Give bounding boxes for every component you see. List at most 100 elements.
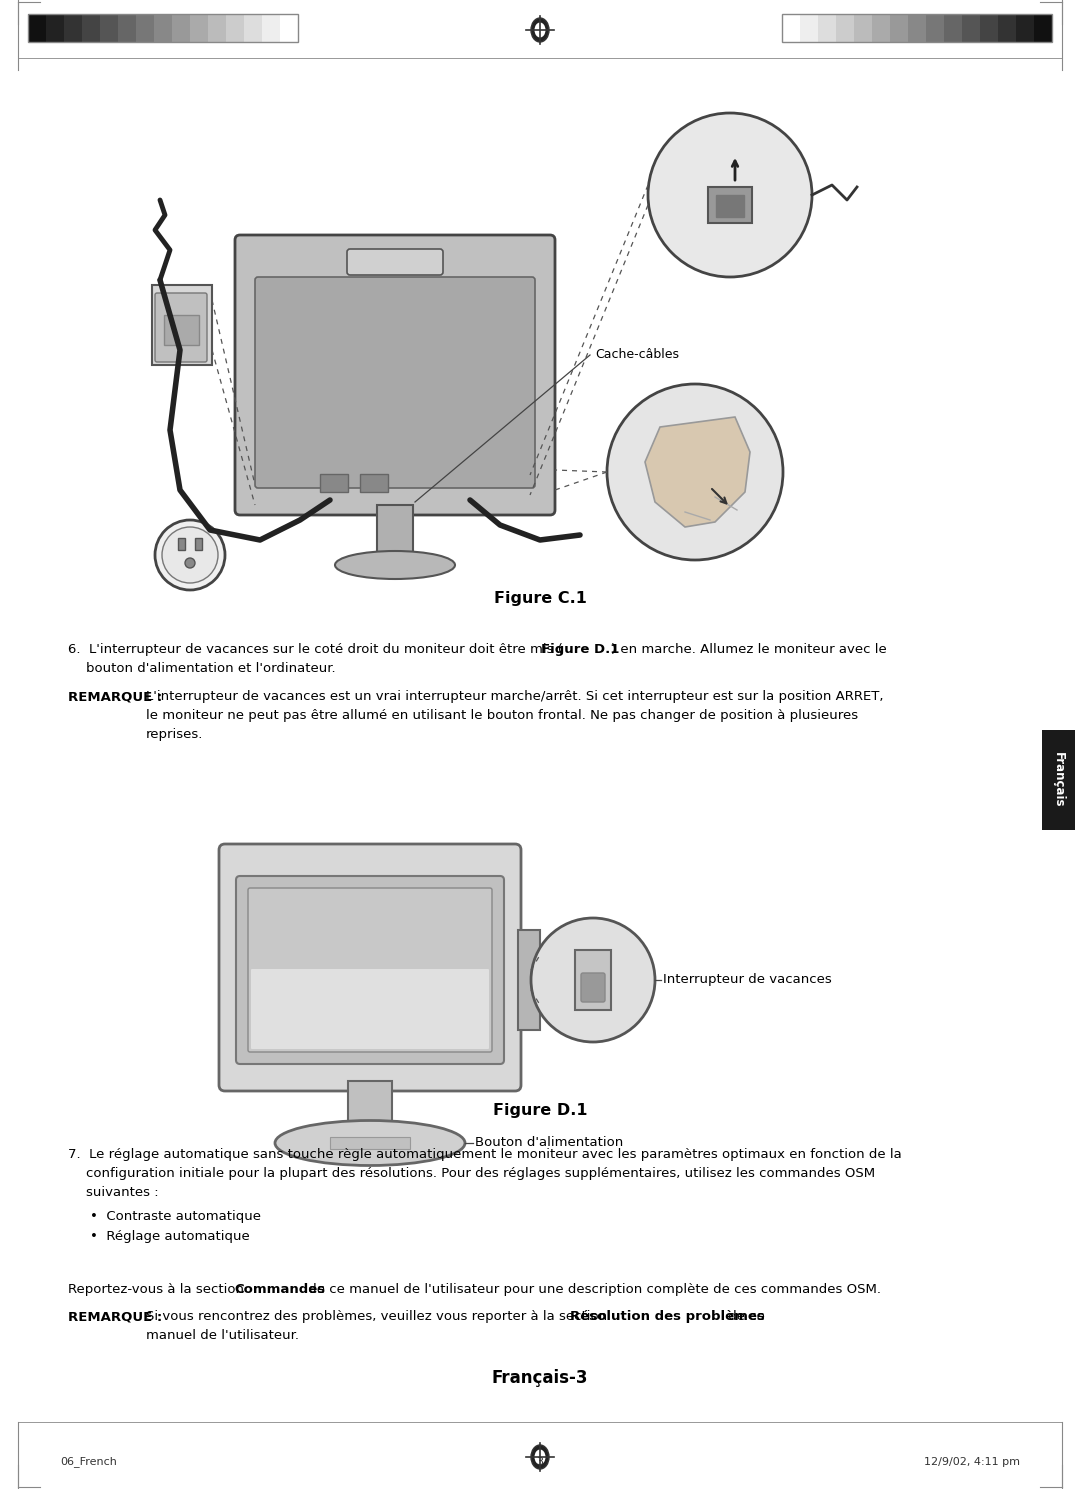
Text: reprises.: reprises.: [146, 728, 203, 742]
Circle shape: [531, 919, 654, 1042]
Bar: [280, 13, 298, 42]
Circle shape: [162, 527, 218, 584]
Text: Bouton d'alimentation: Bouton d'alimentation: [475, 1136, 623, 1150]
Text: REMARQUE :: REMARQUE :: [68, 689, 162, 703]
Text: Résolution des problèmes: Résolution des problèmes: [570, 1310, 765, 1324]
Text: Commandes: Commandes: [234, 1284, 325, 1295]
Text: ) en marche. Allumez le moniteur avec le: ) en marche. Allumez le moniteur avec le: [611, 643, 887, 657]
Bar: [46, 13, 64, 42]
Text: configuration initiale pour la plupart des résolutions. Pour des réglages supplé: configuration initiale pour la plupart d…: [86, 1167, 875, 1179]
Bar: [195, 538, 202, 549]
FancyBboxPatch shape: [237, 876, 504, 1065]
Bar: [890, 13, 908, 42]
Text: de ce manuel de l'utilisateur pour une description complète de ces commandes OSM: de ce manuel de l'utilisateur pour une d…: [303, 1284, 881, 1295]
Ellipse shape: [535, 1449, 545, 1465]
Bar: [244, 13, 262, 42]
Text: REMARQUE :: REMARQUE :: [68, 1310, 162, 1324]
Text: le moniteur ne peut pas être allumé en utilisant le bouton frontal. Ne pas chang: le moniteur ne peut pas être allumé en u…: [146, 709, 859, 722]
Bar: [136, 13, 154, 42]
Text: 3: 3: [537, 1458, 543, 1467]
Bar: [172, 13, 190, 42]
Bar: [64, 13, 82, 42]
Text: •  Contraste automatique: • Contraste automatique: [90, 1211, 261, 1222]
Circle shape: [156, 520, 225, 590]
Bar: [348, 1081, 392, 1144]
Text: Français-3: Français-3: [491, 1368, 589, 1386]
Bar: [518, 931, 540, 1030]
Text: Figure D.1: Figure D.1: [492, 1102, 588, 1118]
Bar: [1016, 13, 1034, 42]
Bar: [872, 13, 890, 42]
Bar: [836, 13, 854, 42]
Text: 06_French: 06_French: [60, 1456, 117, 1468]
Text: •  Réglage automatique: • Réglage automatique: [90, 1230, 249, 1243]
Bar: [854, 13, 872, 42]
Bar: [164, 316, 199, 345]
Bar: [782, 13, 1052, 42]
Bar: [908, 13, 926, 42]
Bar: [154, 13, 172, 42]
Bar: [1034, 13, 1052, 42]
FancyBboxPatch shape: [251, 969, 489, 1048]
Text: Français: Français: [1052, 752, 1065, 807]
Bar: [262, 13, 280, 42]
Bar: [320, 474, 348, 491]
Text: Figure C.1: Figure C.1: [494, 591, 586, 606]
Ellipse shape: [275, 1121, 465, 1166]
Text: L'interrupteur de vacances est un vrai interrupteur marche/arrêt. Si cet interru: L'interrupteur de vacances est un vrai i…: [146, 689, 883, 703]
Ellipse shape: [300, 1127, 440, 1158]
Bar: [708, 188, 752, 223]
Circle shape: [607, 384, 783, 560]
Polygon shape: [645, 417, 750, 527]
Bar: [944, 13, 962, 42]
Bar: [226, 13, 244, 42]
Bar: [178, 538, 185, 549]
Bar: [1042, 730, 1075, 829]
Text: suivantes :: suivantes :: [86, 1187, 159, 1199]
Circle shape: [648, 113, 812, 277]
Bar: [782, 13, 800, 42]
Bar: [330, 1138, 410, 1150]
FancyBboxPatch shape: [156, 293, 207, 362]
Bar: [980, 13, 998, 42]
Bar: [28, 13, 46, 42]
Bar: [82, 13, 100, 42]
Bar: [926, 13, 944, 42]
Text: 12/9/02, 4:11 pm: 12/9/02, 4:11 pm: [924, 1458, 1020, 1467]
Bar: [152, 284, 212, 365]
Text: Si vous rencontrez des problèmes, veuillez vous reporter à la section: Si vous rencontrez des problèmes, veuill…: [146, 1310, 611, 1324]
FancyBboxPatch shape: [248, 887, 492, 1053]
Bar: [360, 474, 388, 491]
Bar: [377, 505, 413, 564]
Bar: [716, 195, 744, 217]
Ellipse shape: [335, 551, 455, 579]
Text: 7.  Le réglage automatique sans touche règle automatiquement le moniteur avec le: 7. Le réglage automatique sans touche rè…: [68, 1148, 902, 1161]
Bar: [998, 13, 1016, 42]
Bar: [118, 13, 136, 42]
Bar: [190, 13, 208, 42]
Text: Figure D.1: Figure D.1: [541, 643, 619, 657]
Bar: [575, 950, 611, 1010]
Text: Interrupteur de vacances: Interrupteur de vacances: [663, 974, 832, 987]
Bar: [818, 13, 836, 42]
Bar: [962, 13, 980, 42]
Text: bouton d'alimentation et l'ordinateur.: bouton d'alimentation et l'ordinateur.: [86, 663, 336, 675]
Ellipse shape: [535, 22, 545, 37]
FancyBboxPatch shape: [581, 972, 605, 1002]
Circle shape: [185, 558, 195, 567]
Bar: [100, 13, 118, 42]
FancyBboxPatch shape: [235, 235, 555, 515]
Ellipse shape: [531, 18, 549, 42]
Text: Reportez-vous à la section: Reportez-vous à la section: [68, 1284, 248, 1295]
Ellipse shape: [531, 1444, 549, 1470]
Bar: [800, 13, 818, 42]
FancyBboxPatch shape: [255, 277, 535, 488]
Text: Cache-câbles: Cache-câbles: [595, 348, 679, 362]
Bar: [28, 13, 298, 42]
Text: de ce: de ce: [724, 1310, 765, 1324]
FancyBboxPatch shape: [347, 249, 443, 275]
Text: 6.  L'interrupteur de vacances sur le coté droit du moniteur doit être mis (: 6. L'interrupteur de vacances sur le cot…: [68, 643, 563, 657]
Bar: [208, 13, 226, 42]
Text: manuel de l'utilisateur.: manuel de l'utilisateur.: [146, 1330, 299, 1342]
FancyBboxPatch shape: [219, 844, 521, 1091]
